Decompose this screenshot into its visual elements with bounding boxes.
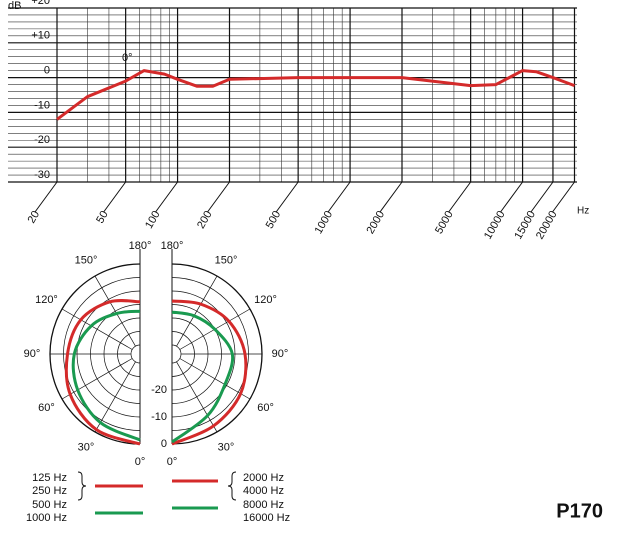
spoke (176, 275, 218, 347)
spoke (61, 308, 133, 350)
model-name: P170 (556, 500, 603, 522)
tick-mark (327, 181, 351, 213)
polar-curve (171, 310, 235, 444)
x-tick-label: 100 (143, 209, 163, 231)
tick-mark (34, 181, 58, 213)
x-tick-label: 500 (264, 209, 284, 231)
angle-label: 150° (75, 254, 98, 266)
angle-label: 90° (272, 348, 289, 360)
legend-label: 8000 Hz (243, 499, 284, 511)
y-tick-label: -30 (34, 169, 50, 181)
angle-label: 150° (215, 254, 238, 266)
angle-label: 180° (129, 240, 152, 252)
polar-curve (64, 298, 141, 446)
spoke (94, 361, 136, 433)
tick-mark (552, 181, 575, 213)
angle-label: 120° (35, 294, 58, 306)
y-tick-label: 0 (44, 65, 50, 77)
x-tick-label: 20 (26, 209, 43, 226)
legend-label: 250 Hz (32, 485, 67, 497)
polar-curve (171, 299, 248, 446)
tick-mark (207, 181, 230, 213)
r-tick-label: -10 (151, 411, 167, 423)
tick-mark (103, 181, 127, 213)
angle-label: 0° (135, 456, 146, 468)
x-axis-label: Hz (577, 206, 589, 217)
angle-label: 60° (38, 402, 55, 414)
spoke (61, 358, 133, 400)
x-tick-label: 5000 (433, 209, 456, 236)
tick-mark (448, 181, 472, 213)
x-tick-label: 200 (195, 209, 215, 231)
ring (171, 344, 182, 364)
tick-mark (530, 181, 554, 213)
annotation: 0° (122, 52, 133, 64)
tick-mark (379, 181, 403, 213)
legend-label: 1000 Hz (26, 512, 67, 524)
y-axis-label: dB (8, 0, 21, 12)
legend-label: 4000 Hz (243, 485, 284, 497)
angle-label: 90° (24, 348, 41, 360)
x-tick-label: 2000 (364, 209, 387, 236)
angle-label: 60° (257, 402, 274, 414)
tick-mark (155, 181, 178, 213)
legend-brace (227, 471, 237, 501)
r-tick-label: -20 (151, 384, 167, 396)
x-tick-label: 1000 (313, 209, 336, 236)
legend-label: 500 Hz (32, 499, 67, 511)
x-tick-label: 10000 (482, 209, 508, 241)
angle-label: 30° (78, 441, 95, 453)
spoke (179, 358, 251, 400)
angle-label: 180° (161, 240, 184, 252)
x-tick-label: 50 (94, 209, 111, 226)
polar-curve (71, 309, 141, 442)
angle-label: 30° (218, 441, 235, 453)
spoke (176, 361, 218, 433)
angle-label: 0° (167, 456, 178, 468)
spoke (94, 275, 136, 347)
legend-label: 2000 Hz (243, 472, 284, 484)
y-tick-label: +20 (31, 0, 50, 7)
legend-label: 125 Hz (32, 472, 67, 484)
x-tick-label: 20000 (534, 209, 560, 241)
y-tick-label: +10 (31, 30, 50, 42)
angle-label: 120° (254, 294, 277, 306)
tick-mark (275, 181, 299, 213)
legend-brace (77, 471, 87, 501)
y-tick-label: -10 (34, 99, 50, 111)
legend-label: 16000 Hz (243, 512, 290, 524)
response-curve (56, 69, 576, 121)
y-tick-label: -20 (34, 134, 50, 146)
r-tick-label: 0 (161, 438, 167, 450)
tick-mark (500, 181, 523, 213)
ring (130, 344, 141, 364)
